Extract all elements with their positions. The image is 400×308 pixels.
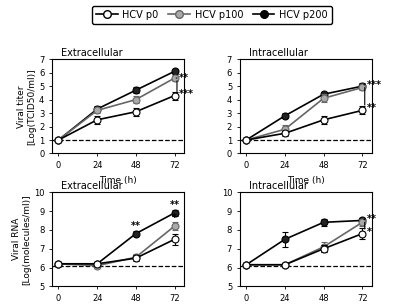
Text: ***: *** <box>178 89 194 99</box>
Text: **: ** <box>178 73 188 83</box>
Legend: HCV p0, HCV p100, HCV p200: HCV p0, HCV p100, HCV p200 <box>92 6 332 24</box>
Text: Extracellular: Extracellular <box>61 181 123 191</box>
Text: ***: *** <box>366 80 381 90</box>
Text: *: * <box>172 213 177 223</box>
Text: **: ** <box>170 200 180 210</box>
Text: Extracellular: Extracellular <box>61 48 123 59</box>
Text: **: ** <box>366 214 376 225</box>
Text: **: ** <box>366 103 376 113</box>
Text: Intracellular: Intracellular <box>249 181 308 191</box>
Y-axis label: Viral RNA
[Log(molecules/ml)]: Viral RNA [Log(molecules/ml)] <box>12 194 31 285</box>
Text: Intracellular: Intracellular <box>249 48 308 59</box>
Text: **: ** <box>131 221 141 231</box>
X-axis label: Time (h): Time (h) <box>287 176 325 185</box>
Text: *: * <box>366 227 371 237</box>
Y-axis label: Viral titer
[Log(TCID50/ml)]: Viral titer [Log(TCID50/ml)] <box>17 68 36 145</box>
X-axis label: Time (h): Time (h) <box>99 176 137 185</box>
